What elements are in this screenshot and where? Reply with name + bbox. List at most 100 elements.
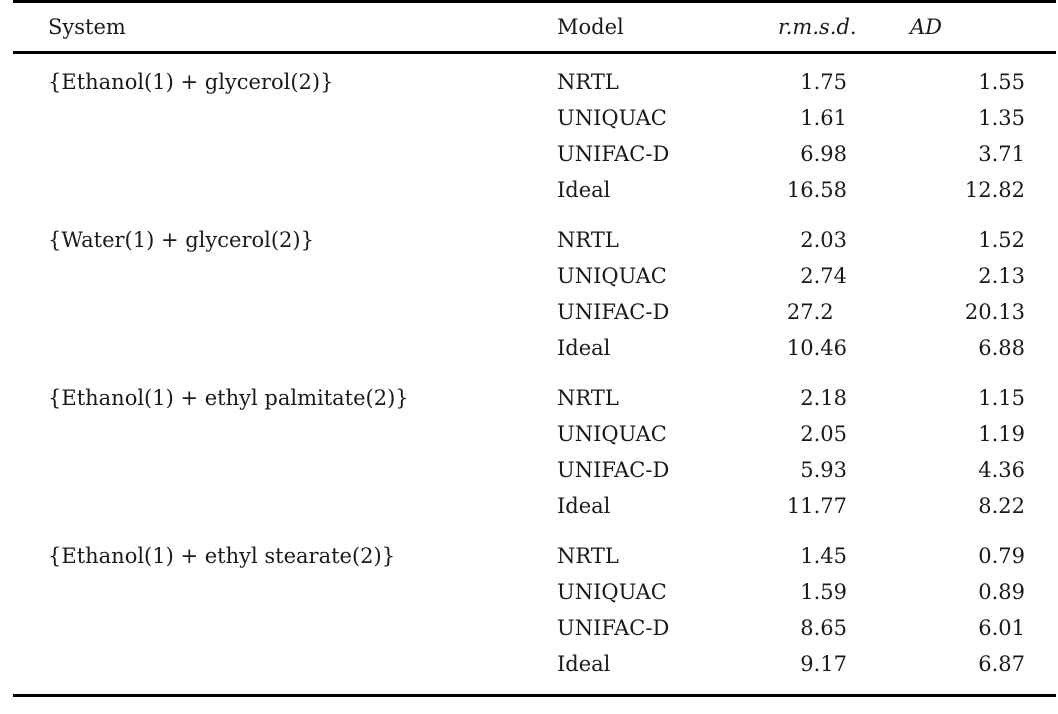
table-row: {Water(1) + glycerol(2)} NRTL 2.03 1.52 [13, 208, 1056, 258]
table-row: Ideal 16.58 12.82 [13, 172, 1056, 208]
table-row: UNIFAC-D 27.20 20.13 [13, 294, 1056, 330]
model-cell: NRTL [557, 544, 619, 568]
model-cell: NRTL [557, 228, 619, 252]
ad-value: 6.88 [978, 336, 1025, 360]
ad-cell: 1.35 [847, 100, 1056, 136]
ad-value: 6.01 [978, 616, 1025, 640]
system-group: {Ethanol(1) + ethyl palmitate(2)} NRTL 2.1… [13, 366, 1056, 524]
column-header-rmsd: r.m.s.d. [778, 15, 857, 39]
ad-value: 1.15 [978, 386, 1025, 410]
table-row: Ideal 9.17 6.87 [13, 646, 1056, 696]
rmsd-cell: 1.45 [760, 524, 847, 574]
rmsd-value: 2.03 [800, 228, 847, 252]
system-cell [13, 100, 557, 136]
model-cell: UNIFAC-D [557, 142, 670, 166]
ad-value: 12.82 [964, 178, 1025, 202]
table-row: {Ethanol(1) + ethyl palmitate(2)} NRTL 2.1… [13, 366, 1056, 416]
rmsd-value: 2.74 [800, 264, 847, 288]
results-table: System Model r.m.s.d. AD {Ethanol(1) + g… [13, 0, 1056, 697]
system-group: {Water(1) + glycerol(2)} NRTL 2.03 1.52 UNIQ… [13, 208, 1056, 366]
rmsd-value: 11.77 [786, 494, 847, 518]
rmsd-value: 27.2 [786, 300, 834, 324]
table-row: UNIFAC-D 5.93 4.36 [13, 452, 1056, 488]
ad-cell: 1.15 [847, 366, 1056, 416]
system-cell: {Water(1) + glycerol(2)} [48, 228, 314, 252]
ad-cell: 1.55 [847, 53, 1056, 101]
ad-value: 8.22 [978, 494, 1025, 518]
ad-cell: 3.71 [847, 136, 1056, 172]
rmsd-cell: 27.20 [760, 294, 847, 330]
ad-value: 20.13 [964, 300, 1025, 324]
model-cell: Ideal [557, 336, 611, 360]
ad-cell: 8.22 [847, 488, 1056, 524]
system-cell [13, 136, 557, 172]
rmsd-cell: 2.03 [760, 208, 847, 258]
ad-cell: 4.36 [847, 452, 1056, 488]
model-cell: UNIQUAC [557, 106, 667, 130]
model-cell: NRTL [557, 386, 619, 410]
ad-cell: 12.82 [847, 172, 1056, 208]
rmsd-value: 16.58 [786, 178, 847, 202]
ad-value: 1.52 [978, 228, 1025, 252]
rmsd-value: 2.18 [800, 386, 847, 410]
model-cell: UNIQUAC [557, 422, 667, 446]
system-group: {Ethanol(1) + glycerol(2)} NRTL 1.75 1.55 UN… [13, 53, 1056, 209]
column-header-model: Model [557, 15, 624, 39]
rmsd-cell: 6.98 [760, 136, 847, 172]
rmsd-value: 5.93 [800, 458, 847, 482]
ad-value: 2.13 [978, 264, 1025, 288]
rmsd-cell: 16.58 [760, 172, 847, 208]
header-row: System Model r.m.s.d. AD [13, 2, 1056, 53]
rmsd-cell: 8.65 [760, 610, 847, 646]
ad-cell: 2.13 [847, 258, 1056, 294]
ad-cell: 6.01 [847, 610, 1056, 646]
table-row: UNIQUAC 1.59 0.89 [13, 574, 1056, 610]
ad-value: 0.89 [978, 580, 1025, 604]
table-row: {Ethanol(1) + ethyl stearate(2)} NRTL 1.45… [13, 524, 1056, 574]
system-cell [13, 258, 557, 294]
rmsd-value: 1.61 [800, 106, 847, 130]
column-header-ad: AD [910, 15, 943, 39]
rmsd-cell: 10.46 [760, 330, 847, 366]
ad-cell: 0.89 [847, 574, 1056, 610]
rmsd-cell: 1.59 [760, 574, 847, 610]
column-header-system: System [48, 15, 126, 39]
system-cell: {Ethanol(1) + glycerol(2)} [48, 70, 334, 94]
rmsd-value: 6.98 [800, 142, 847, 166]
model-cell: UNIQUAC [557, 264, 667, 288]
rmsd-value: 8.65 [800, 616, 847, 640]
rmsd-value: 2.05 [800, 422, 847, 446]
system-cell [13, 330, 557, 366]
rmsd-value: 9.17 [800, 652, 847, 676]
ad-value: 0.79 [978, 544, 1025, 568]
system-cell: {Ethanol(1) + ethyl palmitate(2)} [48, 386, 409, 410]
ad-cell: 6.87 [847, 646, 1056, 696]
table-header: System Model r.m.s.d. AD [13, 2, 1056, 53]
model-cell: Ideal [557, 652, 611, 676]
rmsd-value: 10.46 [786, 336, 847, 360]
ad-cell: 20.13 [847, 294, 1056, 330]
model-cell: Ideal [557, 178, 611, 202]
model-cell: UNIFAC-D [557, 458, 670, 482]
system-cell [13, 416, 557, 452]
table-row: UNIQUAC 2.05 1.19 [13, 416, 1056, 452]
model-cell: NRTL [557, 70, 619, 94]
ad-cell: 0.79 [847, 524, 1056, 574]
system-cell [13, 574, 557, 610]
system-group: {Ethanol(1) + ethyl stearate(2)} NRTL 1.45… [13, 524, 1056, 696]
model-cell: UNIQUAC [557, 580, 667, 604]
table-row: {Ethanol(1) + glycerol(2)} NRTL 1.75 1.55 [13, 53, 1056, 101]
system-cell [13, 646, 557, 696]
rmsd-cell: 1.75 [760, 53, 847, 101]
table-row: UNIFAC-D 6.98 3.71 [13, 136, 1056, 172]
model-cell: Ideal [557, 494, 611, 518]
ad-value: 1.35 [978, 106, 1025, 130]
model-cell: UNIFAC-D [557, 300, 670, 324]
ad-value: 1.19 [978, 422, 1025, 446]
rmsd-value: 1.75 [800, 70, 847, 94]
table-row: Ideal 11.77 8.22 [13, 488, 1056, 524]
rmsd-cell: 2.18 [760, 366, 847, 416]
table-row: UNIFAC-D 8.65 6.01 [13, 610, 1056, 646]
rmsd-cell: 11.77 [760, 488, 847, 524]
